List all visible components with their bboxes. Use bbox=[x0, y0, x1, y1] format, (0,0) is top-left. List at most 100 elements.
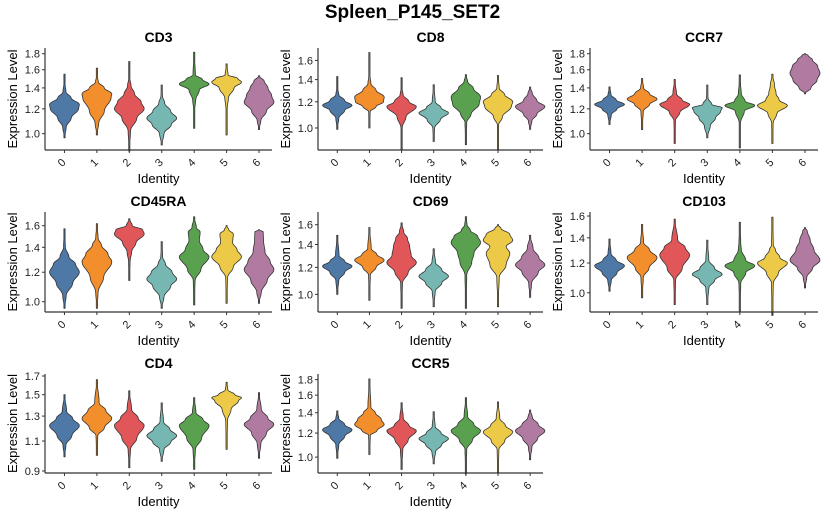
x-tick-label: 2 bbox=[666, 157, 679, 170]
x-tick-label: 2 bbox=[121, 157, 134, 170]
x-tick-label: 1 bbox=[88, 480, 101, 493]
y-tick-label: 1.5 bbox=[25, 390, 40, 402]
violin-cd103-4 bbox=[724, 221, 756, 313]
violin-cd4-6 bbox=[243, 392, 275, 459]
violin-cd45ra-1 bbox=[81, 223, 113, 309]
violin-cd8-6 bbox=[515, 86, 546, 130]
x-tick-label: 5 bbox=[489, 480, 502, 493]
violin-ccr5-1 bbox=[354, 378, 385, 455]
y-tick-label: 1.0 bbox=[570, 288, 585, 300]
violin-ccr5-6 bbox=[515, 409, 546, 461]
x-tick-label: 0 bbox=[601, 157, 614, 170]
x-tick-label: 5 bbox=[218, 319, 231, 332]
x-tick-label: 6 bbox=[796, 319, 809, 332]
x-tick-label: 3 bbox=[153, 319, 166, 332]
violin-cd103-1 bbox=[626, 224, 658, 299]
violin-ccr7-3 bbox=[691, 84, 723, 139]
x-axis-label-cd45ra: Identity bbox=[138, 333, 180, 348]
panel-title-cd103: CD103 bbox=[682, 193, 726, 209]
x-tick-label: 3 bbox=[425, 157, 438, 170]
violin-cd4-2 bbox=[114, 390, 145, 469]
y-tick-label: 1.6 bbox=[25, 65, 40, 77]
y-tick-label: 1.2 bbox=[298, 428, 313, 440]
panel-title-cd69: CD69 bbox=[413, 193, 449, 209]
y-tick-label: 1.2 bbox=[570, 104, 585, 116]
violin-cd45ra-4 bbox=[178, 216, 210, 306]
y-tick-label: 1.6 bbox=[570, 65, 585, 77]
y-tick-label: 1.2 bbox=[25, 267, 40, 279]
y-tick-label: 1.0 bbox=[298, 289, 313, 301]
y-tick-label: 1.6 bbox=[570, 211, 585, 223]
y-tick-label: 1.4 bbox=[25, 83, 40, 95]
y-tick-label: 1.0 bbox=[25, 129, 40, 141]
x-axis-label-cd4: Identity bbox=[138, 494, 180, 509]
y-tick-label: 1.4 bbox=[298, 75, 313, 87]
panel-title-cd8: CD8 bbox=[416, 29, 444, 45]
y-tick-label: 0.9 bbox=[25, 466, 40, 478]
violin-cd69-3 bbox=[418, 248, 449, 308]
y-tick-label: 1.8 bbox=[298, 375, 313, 387]
violin-ccr7-4 bbox=[724, 74, 756, 149]
violin-cd3-2 bbox=[114, 61, 145, 152]
violin-ccr5-5 bbox=[482, 401, 514, 473]
violin-cd103-3 bbox=[691, 239, 723, 305]
x-tick-label: 4 bbox=[185, 157, 198, 170]
x-tick-label: 6 bbox=[250, 480, 263, 493]
x-tick-label: 2 bbox=[393, 319, 406, 332]
x-tick-label: 5 bbox=[489, 157, 502, 170]
x-tick-label: 5 bbox=[218, 480, 231, 493]
panel-title-ccr5: CCR5 bbox=[411, 355, 449, 371]
y-axis-label-ccr5: Expression Level bbox=[278, 374, 293, 473]
x-tick-label: 1 bbox=[633, 157, 646, 170]
x-tick-label: 5 bbox=[218, 157, 231, 170]
violin-ccr7-2 bbox=[659, 79, 691, 144]
x-tick-label: 1 bbox=[88, 319, 101, 332]
y-tick-label: 1.4 bbox=[25, 242, 40, 254]
violin-cd45ra-5 bbox=[211, 225, 242, 304]
violin-cd45ra-6 bbox=[243, 229, 275, 304]
x-tick-label: 2 bbox=[121, 480, 134, 493]
y-tick-label: 1.4 bbox=[570, 83, 585, 95]
x-tick-label: 4 bbox=[731, 319, 744, 332]
violin-ccr7-5 bbox=[757, 73, 788, 144]
x-tick-label: 4 bbox=[731, 157, 744, 170]
violin-cd8-5 bbox=[482, 75, 514, 151]
x-tick-label: 1 bbox=[361, 157, 374, 170]
y-tick-label: 1.6 bbox=[25, 221, 40, 233]
violin-cd8-2 bbox=[386, 77, 417, 151]
violin-cd4-3 bbox=[146, 402, 178, 462]
y-axis-label-ccr7: Expression Level bbox=[550, 49, 565, 148]
x-axis-label-cd3: Identity bbox=[138, 171, 180, 186]
violin-cd3-5 bbox=[211, 63, 242, 136]
violin-ccr7-6 bbox=[789, 53, 821, 95]
violin-cd69-4 bbox=[450, 216, 481, 309]
y-axis-label-cd103: Expression Level bbox=[550, 212, 565, 311]
violin-cd103-6 bbox=[789, 227, 821, 289]
violin-cd3-4 bbox=[178, 51, 210, 129]
x-tick-label: 3 bbox=[153, 157, 166, 170]
y-tick-label: 1.7 bbox=[25, 371, 40, 383]
x-tick-label: 0 bbox=[329, 157, 342, 170]
violin-cd69-1 bbox=[354, 227, 385, 301]
violin-cd69-6 bbox=[515, 234, 546, 298]
violin-cd8-1 bbox=[354, 52, 385, 129]
x-axis-label-ccr7: Identity bbox=[683, 171, 725, 186]
violin-cd103-5 bbox=[757, 216, 788, 316]
x-tick-label: 0 bbox=[601, 319, 614, 332]
violin-cd4-0 bbox=[49, 394, 80, 458]
x-tick-label: 2 bbox=[393, 480, 406, 493]
violin-cd4-1 bbox=[81, 379, 113, 456]
x-tick-label: 3 bbox=[153, 480, 166, 493]
x-tick-label: 2 bbox=[666, 319, 679, 332]
x-tick-label: 5 bbox=[764, 157, 777, 170]
x-tick-label: 0 bbox=[56, 480, 69, 493]
violin-cd45ra-3 bbox=[146, 241, 178, 309]
x-axis-label-cd8: Identity bbox=[410, 171, 452, 186]
x-tick-label: 0 bbox=[329, 480, 342, 493]
violin-ccr5-0 bbox=[322, 410, 353, 459]
violin-cd3-1 bbox=[81, 67, 113, 136]
y-tick-label: 1.0 bbox=[298, 452, 313, 464]
x-tick-label: 4 bbox=[457, 157, 470, 170]
violin-cd3-6 bbox=[243, 75, 275, 130]
